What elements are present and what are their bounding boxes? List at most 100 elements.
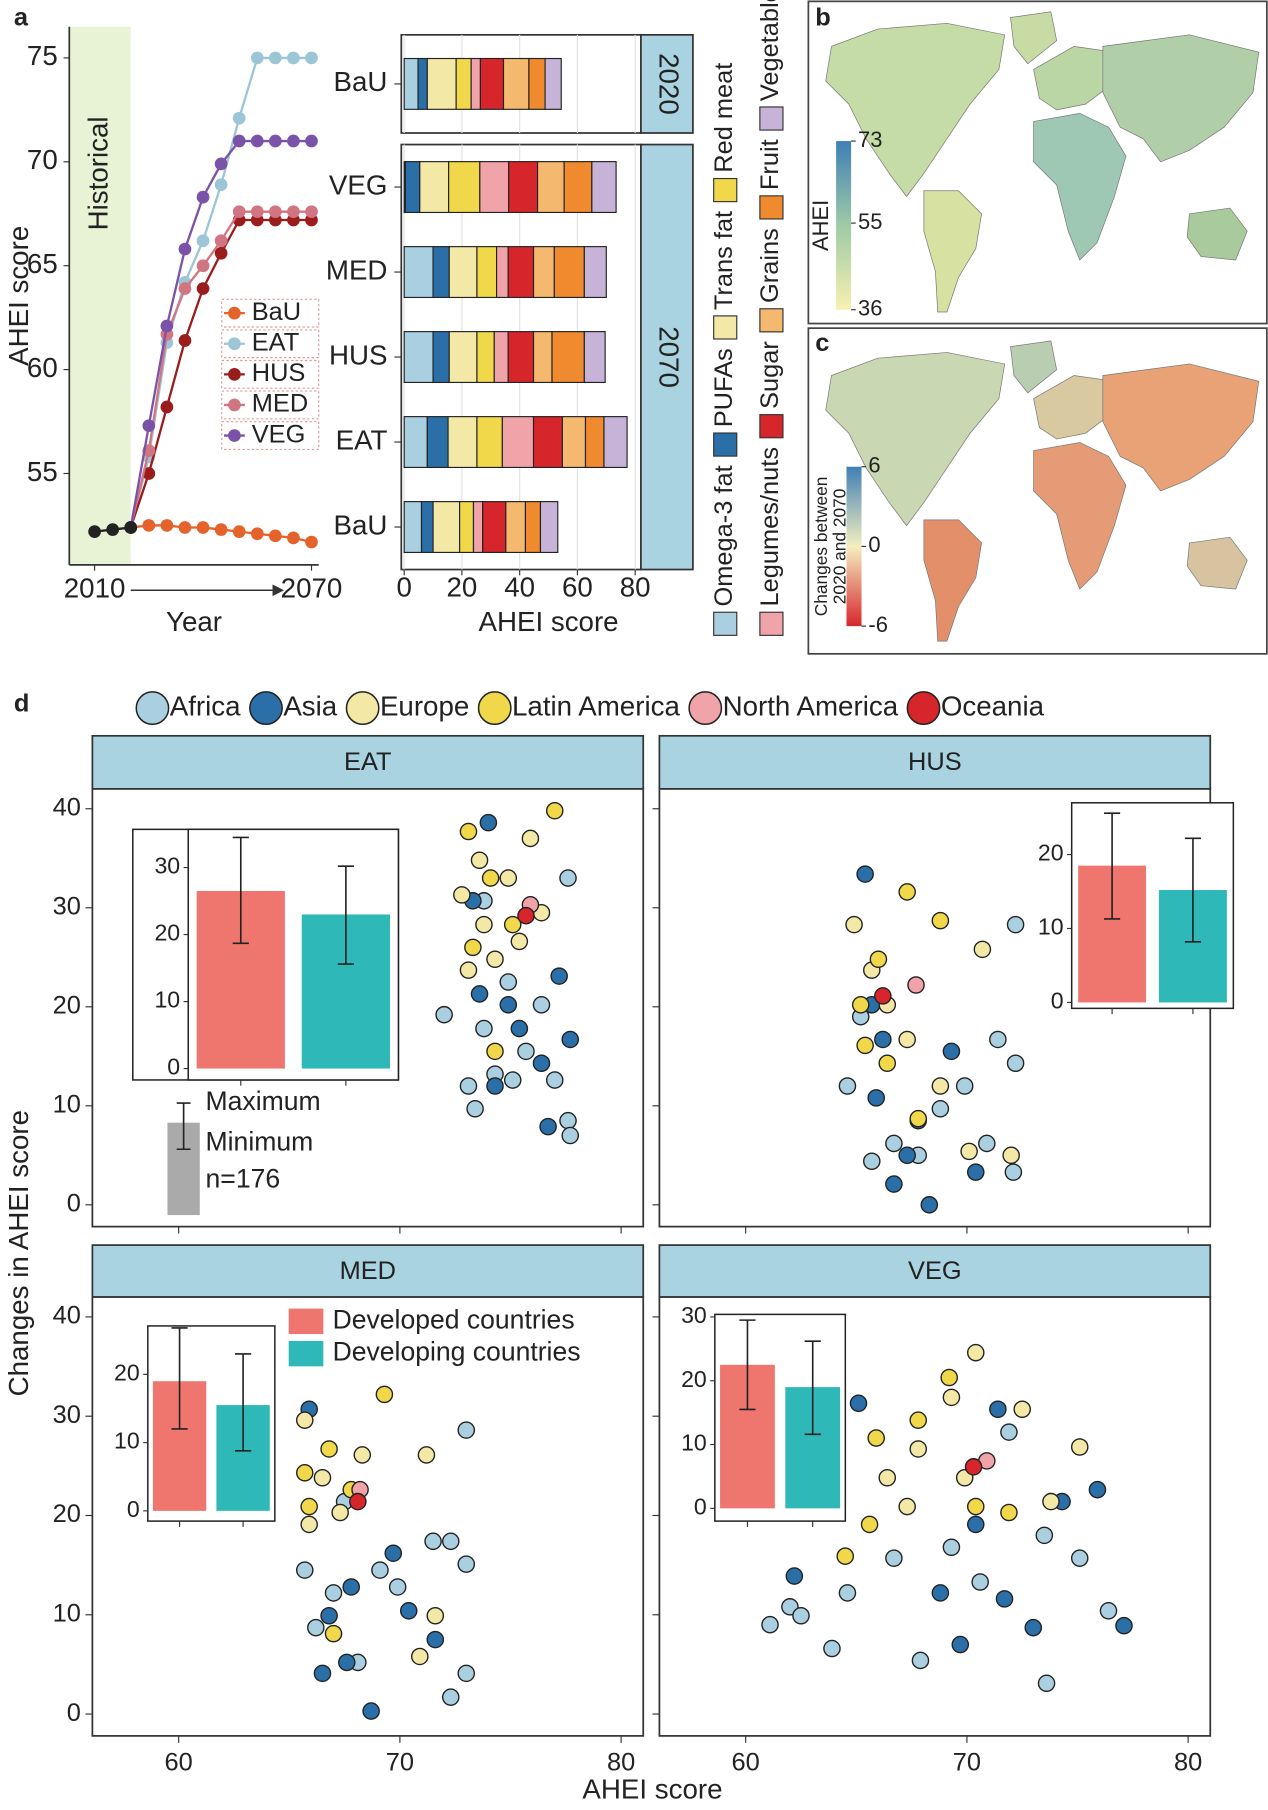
scatter-point [486,1042,504,1061]
inset-y-tick-label: 0 [694,1493,707,1519]
scatter-point [931,911,950,930]
legend-label: Omega-3 fat [710,465,738,606]
inset-y-tick-label: 30 [681,1302,707,1328]
scatter-point [313,1468,332,1487]
scatter-point [441,1688,460,1706]
scatter-point [426,1630,445,1649]
facet-strip [640,33,694,134]
scatter-point [307,1618,325,1637]
series-point [142,419,156,433]
x-tick-label: 20 [447,571,478,602]
x-tick-label: 2010 [64,573,126,604]
legend-marker [135,691,170,726]
scatter-point [931,1100,950,1118]
scatter-point [792,1606,810,1625]
y-tick-label: 0 [67,1699,81,1727]
scatter-point [1099,1602,1118,1620]
bar-segment [448,161,481,214]
x-tick-label: 60 [165,1748,193,1776]
scatter-point [1070,1438,1089,1456]
scatter-point [550,967,568,985]
series-point [232,525,246,539]
scatter-point [399,1602,418,1620]
legend-label: Sugar [756,341,784,409]
category-label: BaU [334,509,388,540]
scatter-point [863,1152,881,1171]
key-label: Minimum [206,1126,314,1156]
scatter-point [942,1042,961,1061]
scatter-point [1070,1549,1089,1567]
scatter-point [838,1077,857,1095]
bar-segment [403,57,419,110]
scatter-point [371,1561,389,1579]
bar-segment [426,416,449,469]
facet-strip [658,1244,1212,1298]
scatter-point [849,1394,868,1413]
scatter-point [867,1429,885,1447]
scatter-point [545,1071,564,1089]
scatter-point [845,915,863,934]
bar-segment [470,57,481,110]
legend-label: HUS [252,359,306,387]
scatter-point [475,1019,493,1038]
scatter-point [1006,1054,1025,1073]
facet-title: MED [340,1257,396,1285]
series-point [305,535,318,549]
legend-marker [228,429,241,442]
scatter-point [973,940,992,959]
x-tick-label: 80 [620,571,651,602]
bar-segment [603,416,628,469]
scatter-point [481,869,500,887]
scatter-point [869,950,888,969]
scatter-point [885,1175,903,1193]
bar-segment [482,501,507,554]
key-n: n=176 [206,1163,281,1193]
series-point [268,529,282,543]
scatter-point [907,976,925,994]
scatter-point [942,1388,961,1407]
scatter-point [931,1077,950,1095]
scatter-point [459,961,478,979]
scatter-point [761,1615,779,1634]
x-tick-label: 60 [732,1748,760,1776]
bar-segment [403,246,434,299]
bar-segment [432,246,450,299]
series-point [250,527,264,541]
facet-title: VEG [908,1257,962,1285]
series-point [287,134,300,148]
colorbar-title: AHEI [808,200,833,251]
scatter-point [453,886,471,904]
x-axis-title: Year [166,606,222,637]
inset-y-tick-label: 10 [681,1430,707,1456]
category-label: MED [326,254,388,285]
series-point [250,134,264,148]
bar-segment [448,246,478,299]
scatter-point [342,1578,360,1596]
scatter-point [320,1606,338,1625]
legend-label: EAT [252,328,300,356]
inset-y-tick-label: 20 [154,920,180,946]
bar-segment [553,246,585,299]
scatter-point [295,1411,314,1429]
series-point [250,205,264,219]
scatter-point [331,1503,349,1522]
facet-strip [640,143,694,571]
y-tick-label: 55 [27,456,58,487]
bar-segment [563,161,593,214]
legend-label: Trans fat [710,211,738,310]
scatter-point [457,1421,476,1439]
legend-marker [906,691,941,726]
legend-label: Africa [170,690,241,721]
legend-swatch [713,611,738,636]
group-label: Developed countries [333,1304,575,1334]
x-axis-title: AHEI score [478,606,618,637]
y-tick-label: 40 [53,1302,81,1330]
scatter-point [479,813,498,832]
legend-column: Legumes/nuts Sugar Grains Fruit Vegetable [756,0,784,636]
series-point [142,519,156,532]
scatter-point [989,1030,1007,1049]
scatter-point [878,1468,897,1487]
scatter-point [1002,1146,1020,1165]
y-tick-label: 30 [53,892,81,920]
